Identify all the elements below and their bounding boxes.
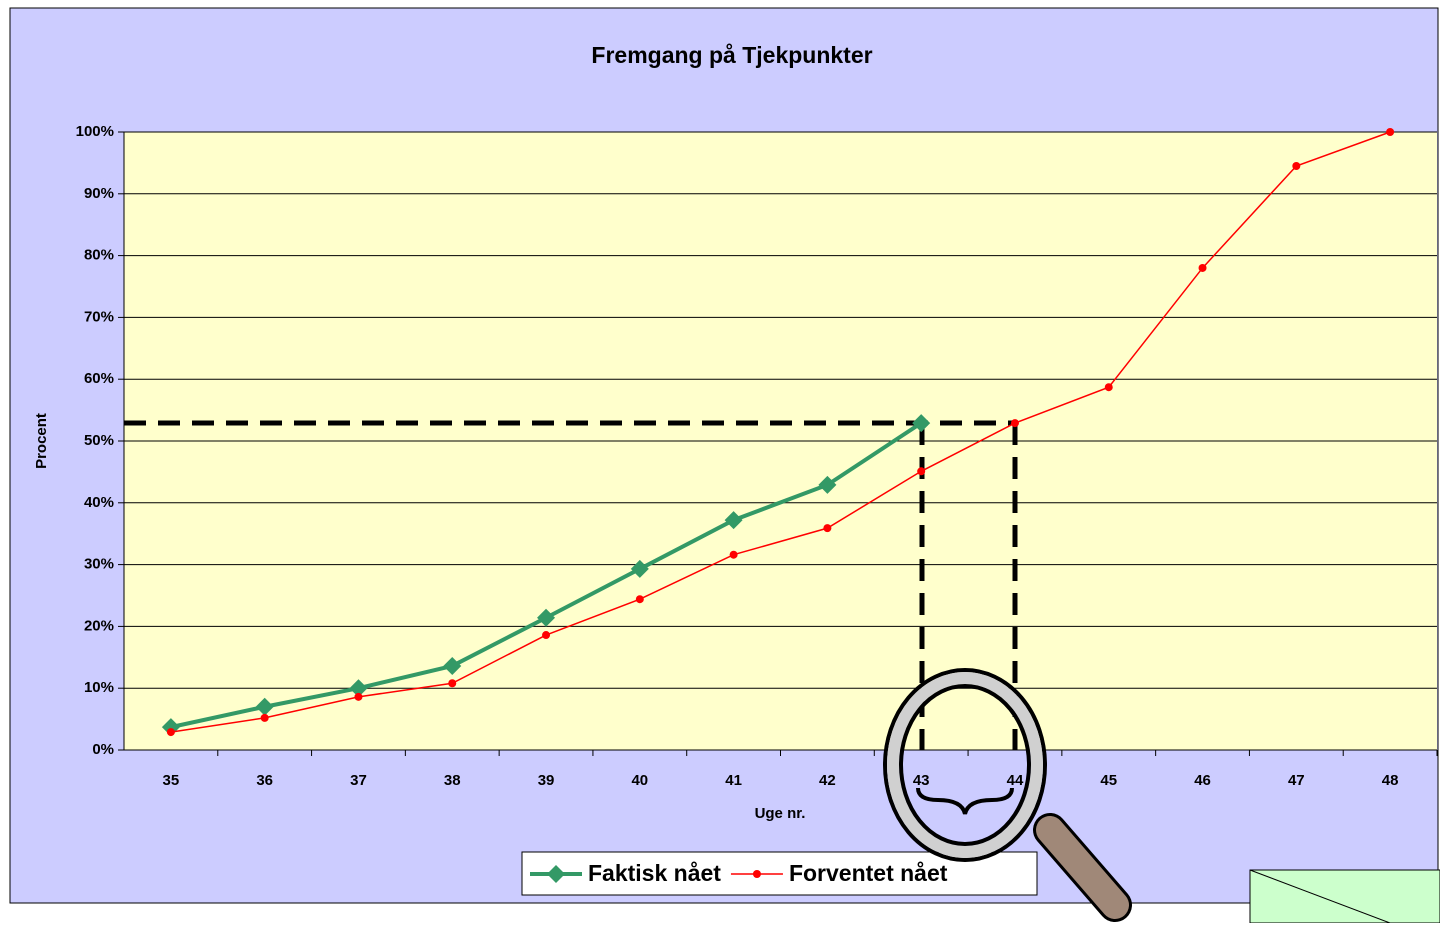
marker	[1105, 383, 1113, 391]
marker	[730, 551, 738, 559]
x-tick-label: 39	[538, 772, 555, 789]
y-tick-label: 100%	[76, 123, 114, 140]
marker	[448, 679, 456, 687]
y-tick-label: 90%	[84, 185, 114, 202]
x-tick-label: 45	[1100, 772, 1117, 789]
marker	[542, 631, 550, 639]
marker	[167, 728, 175, 736]
x-axis-title: Uge nr.	[755, 805, 806, 822]
x-tick-label: 44	[1007, 772, 1024, 789]
x-tick-label: 48	[1382, 772, 1399, 789]
y-axis-title: Procent	[33, 413, 50, 469]
marker	[753, 870, 761, 878]
x-tick-label: 37	[350, 772, 367, 789]
x-tick-label: 41	[725, 772, 742, 789]
x-tick-label: 47	[1288, 772, 1305, 789]
legend-label: Forventet nået	[789, 860, 948, 886]
y-tick-label: 50%	[84, 432, 114, 449]
x-tick-label: 43	[913, 772, 930, 789]
y-tick-label: 20%	[84, 617, 114, 634]
y-tick-label: 40%	[84, 494, 114, 511]
x-tick-label: 36	[256, 772, 273, 789]
marker	[823, 524, 831, 532]
x-tick-label: 38	[444, 772, 461, 789]
y-tick-label: 70%	[84, 308, 114, 325]
x-tick-label: 35	[163, 772, 180, 789]
chart: 0% 10% 20% 30% 40% 50% 60% 70% 80% 90% 100% 35 36 37 3…	[0, 0, 1440, 923]
legend-label: Faktisk nået	[588, 860, 721, 886]
y-tick-label: 30%	[84, 556, 114, 573]
y-tick-label: 80%	[84, 247, 114, 264]
x-tick-label: 46	[1194, 772, 1211, 789]
y-tick-label: 10%	[84, 679, 114, 696]
x-tick-label: 42	[819, 772, 836, 789]
y-tick-label: 60%	[84, 370, 114, 387]
marker	[354, 693, 362, 701]
marker	[1386, 128, 1394, 136]
marker	[261, 714, 269, 722]
page: 0% 10% 20% 30% 40% 50% 60% 70% 80% 90% 100% 35 36 37 3…	[0, 0, 1440, 923]
x-tick-label: 40	[631, 772, 648, 789]
chart-title: Fremgang på Tjekpunkter	[591, 42, 872, 68]
marker	[636, 595, 644, 603]
marker	[917, 467, 925, 475]
y-tick-label: 0%	[92, 741, 114, 758]
marker	[1011, 419, 1019, 427]
marker	[1292, 162, 1300, 170]
shape	[1250, 870, 1440, 923]
marker	[1199, 264, 1207, 272]
